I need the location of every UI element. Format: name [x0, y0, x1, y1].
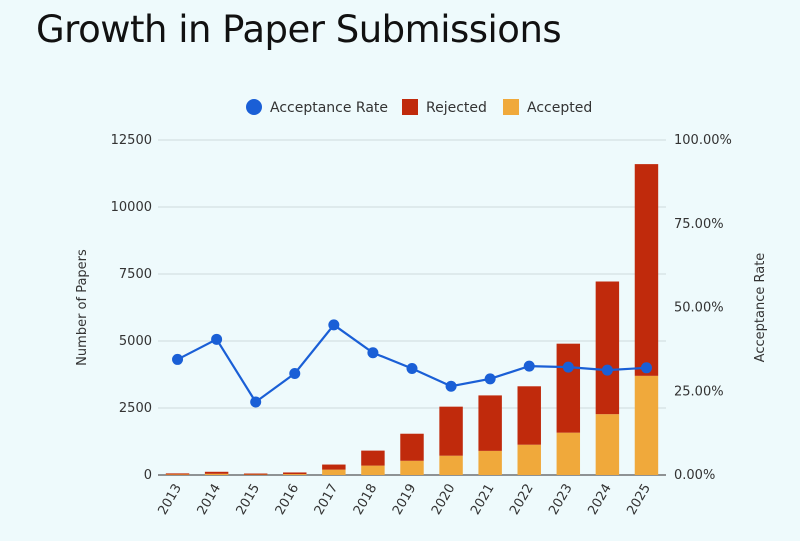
legend-label: Accepted — [527, 100, 592, 116]
bar-rejected — [634, 164, 659, 376]
legend-marker-rejected — [402, 99, 418, 115]
x-tick-label: 2017 — [312, 482, 342, 518]
x-tick-label: 2022 — [507, 482, 537, 518]
bar-rejected — [361, 450, 385, 466]
bar-rejected — [595, 281, 620, 415]
chart-title: Growth in Paper Submissions — [36, 8, 562, 51]
x-tick-label: 2016 — [273, 482, 303, 518]
acceptance-rate-point — [445, 380, 457, 392]
acceptance-rate-point — [640, 362, 652, 374]
y2-tick-label: 50.00% — [674, 301, 724, 316]
bar-rejected — [165, 473, 190, 475]
x-tick-label: 2020 — [429, 482, 459, 518]
acceptance-rate-point — [328, 319, 340, 331]
x-tick-label: 2023 — [546, 482, 576, 518]
acceptance-rate-point — [601, 364, 613, 376]
y2-tick-label: 75.00% — [674, 217, 724, 232]
bar-rejected — [517, 386, 541, 445]
y-tick-label: 0 — [144, 468, 152, 483]
x-tick-label: 2021 — [468, 481, 498, 517]
y-tick-label: 12500 — [111, 133, 152, 148]
y2-tick-label: 100.00% — [674, 133, 732, 148]
y-tick-label: 7500 — [119, 267, 152, 282]
bar-accepted — [204, 473, 229, 475]
y2-tick-label: 25.00% — [674, 384, 724, 399]
bar-accepted — [556, 432, 581, 475]
bar-accepted — [517, 444, 541, 475]
bar-rejected — [204, 471, 229, 474]
x-tick-label: 2015 — [234, 482, 264, 518]
bar-accepted — [439, 455, 463, 475]
x-tick-label: 2024 — [585, 482, 615, 518]
acceptance-rate-point — [367, 347, 379, 359]
acceptance-rate-point — [523, 360, 535, 372]
legend-label: Rejected — [426, 100, 487, 116]
bar-accepted — [165, 474, 190, 475]
y2-tick-label: 0.00% — [674, 468, 715, 483]
acceptance-rate-point — [250, 396, 262, 408]
bar-rejected — [478, 395, 502, 451]
bar-rejected — [283, 472, 307, 475]
bar-accepted — [283, 474, 307, 475]
acceptance-rate-point — [406, 362, 418, 374]
y-axis-title: Number of Papers — [75, 249, 90, 366]
acceptance-rate-point — [172, 353, 184, 365]
bar-accepted — [361, 465, 385, 475]
bar-rejected — [400, 433, 424, 461]
bar-accepted — [595, 414, 620, 475]
x-tick-label: 2025 — [624, 482, 654, 518]
bar-rejected — [439, 406, 463, 456]
y2-axis-title: Acceptance Rate — [753, 253, 768, 363]
bar-accepted — [478, 450, 502, 475]
acceptance-rate-point — [211, 333, 223, 345]
y-tick-label: 2500 — [119, 401, 152, 416]
legend-marker-acceptance-rate — [246, 99, 262, 115]
x-tick-label: 2013 — [155, 482, 185, 518]
x-tick-label: 2018 — [351, 482, 381, 518]
x-tick-label: 2019 — [390, 482, 420, 518]
y-tick-label: 10000 — [111, 200, 152, 215]
bar-rejected — [556, 343, 581, 433]
bar-accepted — [634, 375, 659, 475]
legend-label: Acceptance Rate — [270, 100, 388, 116]
acceptance-rate-point — [289, 367, 301, 379]
bar-rejected — [322, 464, 346, 470]
legend-marker-accepted — [503, 99, 519, 115]
acceptance-rate-point — [484, 373, 496, 385]
bar-accepted — [322, 469, 346, 475]
acceptance-rate-point — [562, 361, 574, 373]
bar-rejected — [243, 473, 268, 475]
y-tick-label: 5000 — [119, 334, 152, 349]
x-tick-label: 2014 — [195, 482, 225, 518]
bar-accepted — [400, 460, 424, 475]
